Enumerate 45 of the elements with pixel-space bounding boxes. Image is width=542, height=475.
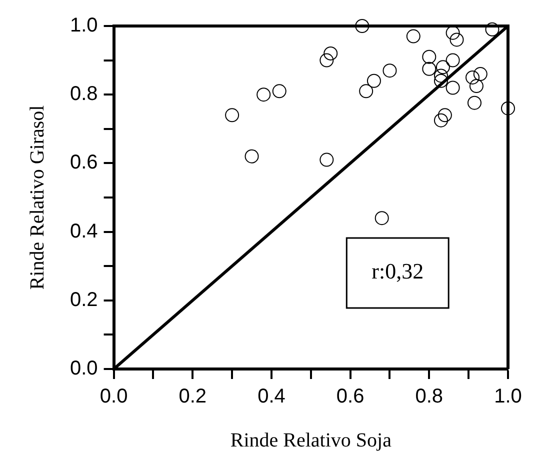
x-axis-title: Rinde Relativo Soja — [230, 429, 392, 452]
point — [225, 108, 240, 122]
point — [438, 108, 452, 122]
point — [473, 67, 488, 82]
point — [467, 96, 482, 110]
point — [469, 79, 484, 94]
y-tick-label: 0.4 — [70, 220, 98, 242]
y-axis-title: Rinde Relativo Girasol — [26, 104, 48, 290]
x-tick-label: 0.6 — [336, 386, 364, 408]
point — [374, 211, 389, 226]
point — [244, 149, 259, 164]
x-tick-label: 1.0 — [494, 386, 522, 408]
y-tick-label: 1.0 — [70, 14, 98, 37]
point — [320, 152, 334, 167]
point — [324, 46, 338, 60]
point — [501, 101, 515, 116]
y-tick-label: 0.0 — [70, 358, 98, 380]
y-tick-label: 0.2 — [70, 288, 98, 311]
x-tick-label: 0.4 — [258, 386, 286, 408]
point — [434, 113, 448, 128]
point — [256, 88, 271, 102]
point — [355, 19, 370, 33]
point — [450, 32, 464, 47]
x-tick-label: 0.0 — [100, 386, 128, 408]
point — [436, 60, 450, 74]
point — [485, 22, 500, 36]
point — [359, 84, 374, 98]
point — [272, 84, 286, 98]
x-tick-label: 0.2 — [178, 386, 207, 408]
y-tick-label: 0.6 — [70, 152, 98, 174]
point — [434, 74, 448, 88]
point — [382, 64, 397, 78]
annotation: r:0,32 — [372, 258, 424, 284]
y-tick-label: 0.8 — [70, 83, 98, 106]
point — [320, 53, 334, 68]
point — [366, 74, 381, 88]
point — [446, 53, 460, 68]
point — [422, 62, 436, 76]
point — [466, 70, 480, 84]
point — [434, 68, 448, 83]
x-tick-label: 0.8 — [415, 386, 444, 408]
point — [422, 50, 436, 64]
point — [446, 26, 460, 40]
point — [446, 80, 460, 95]
point — [406, 29, 420, 44]
